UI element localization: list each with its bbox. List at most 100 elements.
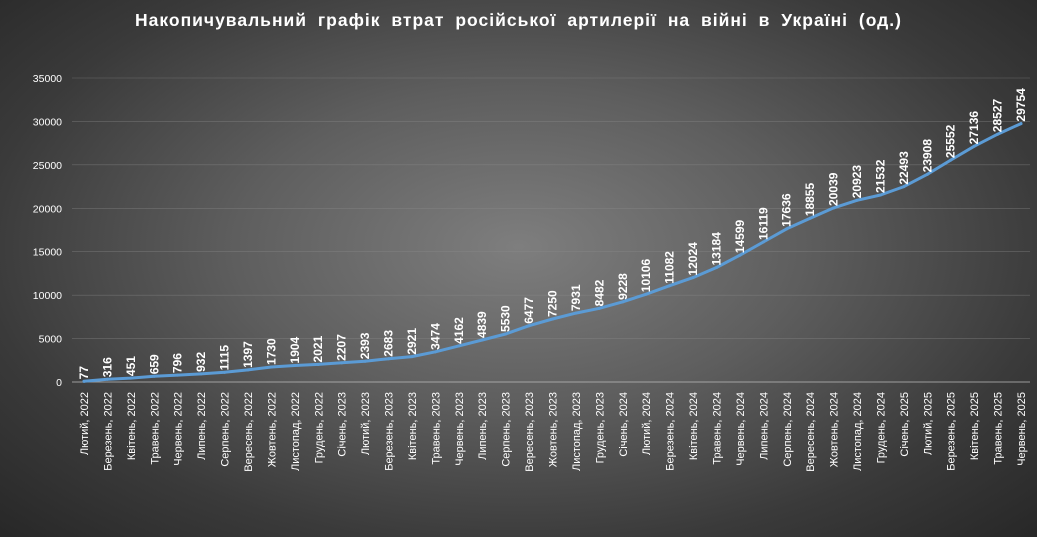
data-point (363, 359, 367, 363)
data-label: 14599 (733, 220, 747, 254)
data-point (808, 216, 812, 220)
data-label: 2921 (405, 328, 419, 355)
data-point (433, 350, 437, 354)
x-tick-label: Жовтень, 2024 (829, 392, 841, 467)
x-tick-label: Листопад, 2024 (852, 392, 864, 471)
data-label: 451 (124, 356, 138, 376)
data-label: 29754 (1014, 88, 1028, 122)
x-tick-label: Березень, 2022 (102, 392, 114, 471)
x-tick-label: Вересень, 2023 (524, 392, 536, 472)
y-tick-label: 5000 (39, 334, 63, 346)
data-point (832, 206, 836, 210)
data-label: 5530 (499, 305, 513, 332)
data-point (1019, 122, 1023, 126)
x-axis-ticks: Лютий, 2022 Березень, 2022 Квітень, 2022 Тр… (79, 392, 1028, 472)
data-label: 18855 (803, 183, 817, 217)
x-tick-label: Серпень, 2022 (220, 392, 232, 467)
data-point (738, 253, 742, 257)
data-point (574, 311, 578, 315)
data-point (340, 361, 344, 365)
x-tick-label: Липень, 2024 (758, 392, 770, 460)
y-tick-label: 30000 (33, 116, 62, 128)
chart-title: Накопичувальний графік втрат російської … (135, 10, 902, 30)
data-label: 16119 (756, 207, 770, 240)
data-point (949, 158, 953, 162)
x-tick-label: Березень, 2025 (946, 392, 958, 471)
x-tick-label: Грудень, 2024 (875, 392, 887, 463)
data-point (457, 344, 461, 348)
x-tick-label: Січень, 2025 (899, 392, 911, 457)
data-point (152, 374, 156, 378)
data-point (996, 132, 1000, 136)
data-labels: 77 316 451 659 796 932 1115 1397 1730 1904 2021 220… (77, 88, 1028, 383)
x-tick-label: Липень, 2023 (477, 392, 489, 460)
y-tick-label: 25000 (33, 160, 62, 172)
x-tick-label: Травень, 2022 (149, 392, 161, 465)
data-point (878, 193, 882, 197)
x-tick-label: Січень, 2023 (337, 392, 349, 457)
x-tick-label: Січень, 2024 (618, 392, 630, 457)
data-point (246, 368, 250, 372)
x-tick-label: Червень, 2024 (735, 392, 747, 466)
data-label: 2021 (311, 335, 325, 362)
x-tick-label: Серпень, 2023 (501, 392, 513, 467)
data-point (644, 292, 648, 296)
data-label: 316 (100, 357, 114, 377)
data-label: 1730 (264, 338, 278, 365)
y-tick-label: 0 (56, 377, 62, 389)
data-label: 13184 (709, 232, 723, 266)
data-label: 22493 (897, 151, 911, 185)
data-point (668, 284, 672, 288)
data-label: 7931 (569, 284, 583, 311)
y-tick-label: 20000 (33, 203, 62, 215)
data-label: 796 (171, 353, 185, 373)
data-label: 10106 (639, 259, 653, 293)
gridlines (72, 77, 1030, 339)
x-tick-label: Вересень, 2024 (805, 392, 817, 472)
y-tick-label: 10000 (33, 290, 62, 302)
data-label: 7250 (546, 290, 560, 317)
data-point (597, 306, 601, 310)
data-point (714, 265, 718, 269)
data-point (82, 379, 86, 383)
data-point (972, 144, 976, 148)
data-label: 12024 (686, 242, 700, 276)
x-tick-label: Лютий, 2024 (641, 392, 653, 455)
data-point (527, 324, 531, 328)
x-tick-label: Липень, 2022 (196, 392, 208, 460)
data-label: 3474 (428, 323, 442, 350)
data-label: 9228 (616, 273, 630, 300)
data-label: 20039 (827, 172, 841, 206)
data-label: 27136 (967, 111, 981, 145)
data-label: 4162 (452, 317, 466, 344)
data-point (691, 276, 695, 280)
data-label: 20923 (850, 165, 864, 199)
x-tick-label: Листопад, 2023 (571, 392, 583, 471)
x-tick-label: Лютий, 2025 (922, 392, 934, 455)
data-point (410, 355, 414, 359)
data-point (902, 185, 906, 189)
data-label: 6477 (522, 297, 536, 324)
data-point (387, 357, 391, 361)
x-tick-label: Квітень, 2025 (969, 392, 981, 460)
data-point (504, 332, 508, 336)
data-label: 659 (147, 354, 161, 374)
data-point (199, 372, 203, 376)
data-point (105, 377, 109, 381)
y-axis-ticks: 0 5000 10000 15000 20000 25000 30000 35000 (33, 73, 62, 389)
data-label: 8482 (592, 279, 606, 306)
data-point (480, 338, 484, 342)
x-tick-label: Листопад, 2022 (290, 392, 302, 471)
data-point (621, 300, 625, 304)
data-label: 2393 (358, 332, 372, 359)
data-label: 17636 (780, 193, 794, 227)
x-tick-label: Грудень, 2023 (594, 392, 606, 463)
x-tick-label: Жовтень, 2022 (266, 392, 278, 467)
x-tick-label: Червень, 2023 (454, 392, 466, 466)
data-point (269, 365, 273, 369)
data-label: 2683 (382, 330, 396, 357)
data-point (129, 376, 133, 380)
x-tick-label: Травень, 2024 (711, 392, 723, 465)
data-label: 11082 (663, 251, 677, 284)
